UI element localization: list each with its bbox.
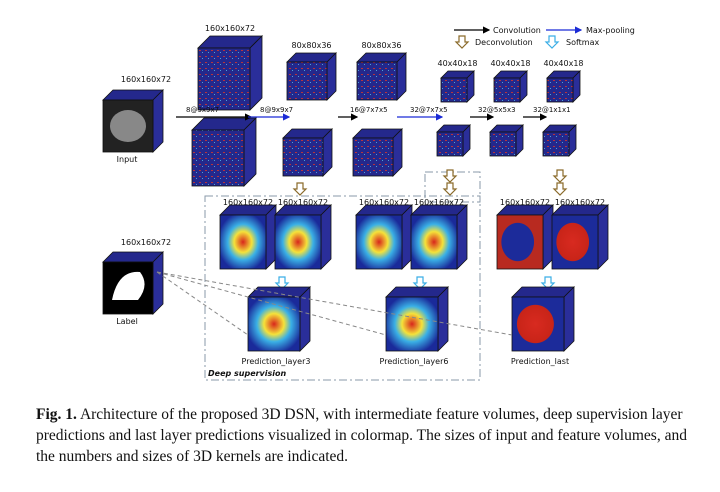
feature-size: 80x80x36 [361, 41, 401, 50]
cube-front [247, 296, 301, 352]
deconv-size: 160x160x72 [278, 198, 328, 207]
down-arrow [442, 182, 458, 196]
down-arrow [454, 35, 470, 49]
cube-front [385, 296, 439, 352]
caption: Fig. 1. Architecture of the proposed 3D … [36, 404, 696, 467]
supervision-link [156, 271, 513, 336]
cube-top [511, 286, 575, 298]
cube-side [152, 89, 164, 153]
kernel-label: 16@7x7x5 [350, 106, 388, 114]
cube-top [247, 286, 311, 298]
caption-label: Fig. 1. [36, 406, 77, 423]
cube-side [437, 286, 449, 352]
label-size: 160x160x72 [121, 238, 171, 247]
kernel-label: 32@1x1x1 [533, 106, 571, 114]
supervision-link [156, 271, 387, 336]
feature-size: 40x40x18 [437, 59, 477, 68]
cube-front [197, 47, 251, 111]
cube-side [243, 117, 257, 187]
label-label: Label [116, 317, 138, 326]
kernel-label: 8@9x9x7 [186, 106, 219, 114]
down-arrow [412, 276, 428, 290]
legend-entry: Convolution [493, 26, 541, 35]
deconv-size: 160x160x72 [359, 198, 409, 207]
cube-front [493, 77, 521, 103]
input-size: 160x160x72 [121, 75, 171, 84]
down-arrow [544, 35, 560, 49]
cube-side [152, 251, 164, 315]
input-label: Input [117, 155, 138, 164]
figure: Deep supervision Convolution Max-pooling D… [102, 24, 635, 381]
down-arrow [442, 169, 458, 183]
cube-front [551, 214, 599, 270]
cube-side [456, 204, 468, 270]
cube-side [401, 204, 413, 270]
cube-side [249, 35, 263, 111]
deconv-size: 160x160x72 [555, 198, 605, 207]
cube-side [320, 204, 332, 270]
ct-slice [110, 110, 146, 142]
cube-front [356, 61, 398, 101]
prediction-label: Prediction_last [511, 357, 569, 366]
feature-size: 40x40x18 [543, 59, 583, 68]
kernel-label: 32@7x7x5 [410, 106, 448, 114]
down-arrow [274, 276, 290, 290]
cube-front [352, 137, 394, 177]
down-arrow [540, 276, 556, 290]
down-arrow [292, 182, 308, 196]
down-arrow [552, 182, 568, 196]
supervision-link [156, 271, 249, 336]
cube-front [219, 214, 267, 270]
cube-front [546, 77, 574, 103]
cube-front [274, 214, 322, 270]
deconv-size: 160x160x72 [414, 198, 464, 207]
caption-text: Architecture of the proposed 3D DSN, wit… [36, 406, 687, 465]
cube-front [436, 131, 464, 157]
feature-size: 80x80x36 [291, 41, 331, 50]
legend-entry: Max-pooling [586, 26, 635, 35]
label-mask [112, 271, 145, 300]
prediction-label: Prediction_layer3 [242, 357, 311, 366]
cube-top [385, 286, 449, 298]
cube-front [286, 61, 328, 101]
cube-front [511, 296, 565, 352]
cube-front [282, 137, 324, 177]
cube-front [542, 131, 570, 157]
deconv-size: 160x160x72 [500, 198, 550, 207]
feature-size: 40x40x18 [490, 59, 530, 68]
deconv-size: 160x160x72 [223, 198, 273, 207]
cube-side [299, 286, 311, 352]
cube-front [355, 214, 403, 270]
legend-entry: Deconvolution [475, 38, 533, 47]
cube-front [410, 214, 458, 270]
kernel-label: 32@5x5x3 [478, 106, 516, 114]
kernel-label: 8@9x9x7 [260, 106, 293, 114]
cube-side [597, 204, 609, 270]
cube-front [191, 129, 245, 187]
down-arrow [552, 169, 568, 183]
cube-front [440, 77, 468, 103]
feature-size: 160x160x72 [205, 24, 255, 33]
cube-side [542, 204, 554, 270]
cube-side [265, 204, 277, 270]
cube-front [496, 214, 544, 270]
deep-supervision-label: Deep supervision [208, 369, 287, 378]
cube-front [489, 131, 517, 157]
deep-supervision-box [204, 195, 481, 381]
legend-entry: Softmax [566, 38, 599, 47]
prediction-label: Prediction_layer6 [380, 357, 449, 366]
cube-side [563, 286, 575, 352]
